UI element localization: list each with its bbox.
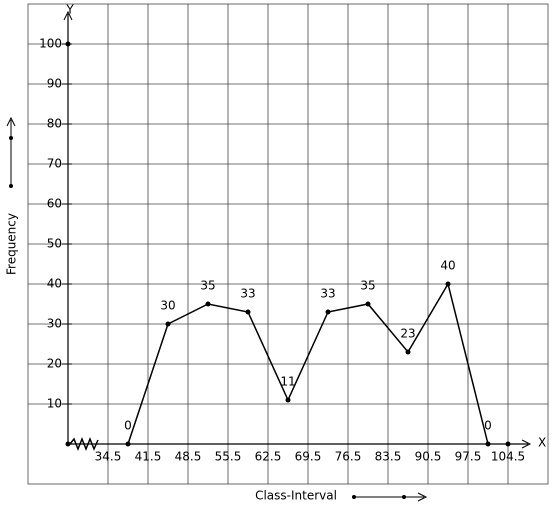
x-arrow — [521, 439, 532, 449]
point — [205, 301, 211, 307]
point — [125, 441, 131, 447]
x-tick-label: 97.5 — [455, 450, 482, 464]
direction-arrow — [6, 116, 16, 127]
data-label: 0 — [484, 419, 492, 433]
point — [365, 301, 371, 307]
point — [485, 441, 491, 447]
direction-dot — [402, 495, 406, 499]
axis-dot — [505, 441, 511, 447]
direction-dot — [9, 136, 13, 140]
point — [405, 349, 411, 355]
data-label: 0 — [124, 419, 132, 433]
data-label: 35 — [360, 279, 375, 293]
y-tick-label: 100 — [39, 37, 62, 51]
data-label: 30 — [160, 299, 175, 313]
data-label: 35 — [200, 279, 215, 293]
x-tick-label: 55.5 — [215, 450, 242, 464]
y-tick-label: 20 — [47, 357, 62, 371]
point — [165, 321, 171, 327]
line — [127, 282, 489, 445]
x-tick-label: 69.5 — [295, 450, 322, 464]
y-axis-label: Frequency — [5, 213, 19, 275]
y-tick-label: 30 — [47, 317, 62, 331]
x-tick-label: 104.5 — [491, 450, 525, 464]
x-tick-label: 34.5 — [95, 450, 122, 464]
y-tick-label: 90 — [47, 77, 62, 91]
data-label: 11 — [280, 375, 295, 389]
x-tick-label: 90.5 — [415, 450, 442, 464]
point — [285, 397, 291, 403]
direction-dot — [9, 184, 13, 188]
y-tick-label: 50 — [47, 237, 62, 251]
point — [325, 309, 331, 315]
y-axis-name: Y — [65, 3, 74, 17]
axis-break — [69, 436, 99, 452]
y-tick-label: 70 — [47, 157, 62, 171]
point — [445, 281, 451, 287]
y-arrow — [63, 10, 73, 21]
x-axis-name: X — [538, 436, 546, 450]
y-tick-label: 80 — [47, 117, 62, 131]
x-tick-label: 62.5 — [255, 450, 282, 464]
origin-dot — [65, 441, 71, 447]
data-label: 33 — [320, 287, 335, 301]
x-tick-label: 48.5 — [175, 450, 202, 464]
point — [245, 309, 251, 315]
x-axis-label: Class-Interval — [255, 489, 337, 503]
grid — [28, 4, 548, 484]
data-label: 40 — [440, 259, 455, 273]
x-tick-label: 83.5 — [375, 450, 402, 464]
y-tick-label: 40 — [47, 277, 62, 291]
y-tick-label: 60 — [47, 197, 62, 211]
y-tick-label: 10 — [47, 397, 62, 411]
direction-arrow — [417, 492, 428, 502]
x-tick-label: 76.5 — [335, 450, 362, 464]
data-label: 23 — [400, 327, 415, 341]
data-label: 33 — [240, 287, 255, 301]
direction-dot — [352, 495, 356, 499]
x-tick-label: 41.5 — [135, 450, 162, 464]
